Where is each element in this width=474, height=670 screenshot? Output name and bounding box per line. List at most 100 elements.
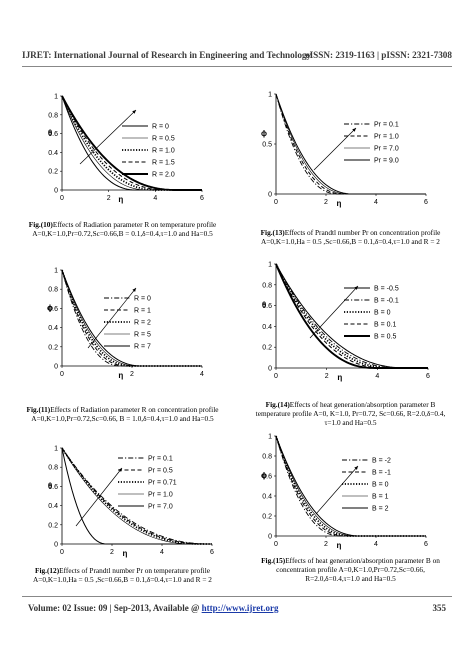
- fig12-y-tick-label: 1: [54, 446, 58, 453]
- fig10-x-tick-label: 6: [200, 195, 204, 202]
- fig11-x-axis-label: η: [118, 371, 123, 380]
- figure-10-panel: 0 0.2 0.4 0.6 0.8 1 0 2 4 6 η θ R = 0 R = 0.5 R = 1.0 R…: [18, 88, 218, 214]
- fig14-legend-label: B = -0.5: [374, 286, 399, 293]
- fig11-legend-label: R = 5: [134, 332, 151, 339]
- fig11-y-tick-label: 1: [54, 268, 58, 275]
- fig13-x-tick-label: 2: [324, 199, 328, 206]
- fig11-y-tick-label: 0.2: [48, 344, 58, 351]
- fig14-series-line: [275, 263, 428, 369]
- fig15-y-axis-label: ϕ: [261, 471, 267, 480]
- fig14-y-tick-label: 0.8: [262, 282, 272, 289]
- fig11-series-line: [61, 269, 202, 367]
- fig14-x-tick-label: 4: [375, 373, 379, 380]
- fig12-legend-label: Pr = 0.5: [148, 468, 173, 475]
- figure-10-caption: Fig.(10)Effects of Radiation parameter R…: [20, 220, 225, 238]
- fig11-trend-arrow: [87, 287, 137, 349]
- figure-10-caption-text: Effects of Radiation parameter R on temp…: [32, 220, 217, 239]
- figure-11-caption: Fig.(11)Effects of Radiation parameter R…: [20, 405, 225, 423]
- fig15-legend-label: B = -2: [372, 458, 391, 465]
- fig12-arrow-head: [118, 468, 122, 472]
- fig12-legend-label: Pr = 1.0: [148, 492, 173, 499]
- fig10-legend-label: R = 0: [152, 124, 169, 131]
- figure-11-panel: 0 0.2 0.4 0.6 0.8 1 0 2 4 η ϕ R = 0 R = 1 R = 2 R = 5 R…: [18, 262, 218, 392]
- fig14-legend-label: B = -0.1: [374, 298, 399, 305]
- figure-13-chart: 0 0.5 1 0 2 4 6 η ϕ Pr = 0.1 Pr = 1.0 Pr = 7.0 Pr = …: [261, 92, 428, 209]
- fig10-x-tick-label: 4: [153, 195, 157, 202]
- fig10-y-tick-label: 0.2: [48, 169, 58, 176]
- fig12-x-tick-label: 0: [60, 549, 64, 556]
- fig12-legend-label: Pr = 7.0: [148, 504, 173, 511]
- fig14-series-line: [275, 263, 428, 369]
- footer-journal-link[interactable]: http://www.ijret.org: [201, 603, 279, 613]
- fig13-x-tick-label: 6: [424, 199, 428, 206]
- fig12-series-line: [61, 447, 212, 545]
- fig11-y-tick-label: 0: [54, 364, 58, 371]
- figure-13-caption-text: Effects of Prandtl number Pr on concentr…: [261, 228, 441, 247]
- fig12-x-tick-label: 2: [110, 549, 114, 556]
- fig10-y-axis-label: θ: [48, 128, 52, 137]
- fig15-arrow-head: [354, 466, 358, 470]
- fig15-y-tick-label: 0.8: [262, 454, 272, 461]
- fig10-y-tick-label: 1: [54, 94, 58, 101]
- figure-13-label: Fig.(13): [260, 228, 285, 237]
- fig12-x-tick-label: 6: [210, 549, 214, 556]
- page-number: 355: [432, 603, 447, 613]
- fig15-y-tick-label: 0: [268, 534, 272, 541]
- fig11-legend-label: R = 7: [134, 344, 151, 351]
- figure-10-chart: 0 0.2 0.4 0.6 0.8 1 0 2 4 6 η θ R = 0 R = 0.5 R = 1.0 R…: [48, 94, 204, 205]
- fig10-legend-label: R = 1.5: [152, 160, 175, 167]
- fig11-legend-label: R = 0: [134, 296, 151, 303]
- fig14-y-tick-label: 0.4: [262, 324, 272, 331]
- fig13-legend-label: Pr = 7.0: [374, 146, 399, 153]
- fig10-trend-arrow: [79, 109, 137, 165]
- journal-title: IJRET: International Journal of Research…: [22, 50, 312, 60]
- figure-15-label: Fig.(15): [261, 556, 286, 565]
- fig11-x-tick-label: 0: [60, 371, 64, 378]
- fig14-y-tick-label: 1: [268, 262, 272, 269]
- fig11-legend-label: R = 2: [134, 320, 151, 327]
- fig14-y-tick-label: 0.2: [262, 345, 272, 352]
- fig10-y-tick-label: 0: [54, 188, 58, 195]
- fig12-series-line: [61, 447, 213, 545]
- fig11-y-tick-label: 0.6: [48, 306, 58, 313]
- fig15-series-line: [275, 435, 426, 537]
- fig13-y-axis-label: ϕ: [261, 129, 267, 138]
- fig14-arrow-head: [354, 286, 358, 290]
- fig12-legend-label: Pr = 0.1: [148, 456, 173, 463]
- figure-12-caption-text: Effects of Prandtl number Pr on temperat…: [33, 566, 212, 585]
- figure-15-chart: 0 0.2 0.4 0.6 0.8 1 0 2 4 6 η ϕ B = -2 B = -1 B = 0 B =…: [261, 434, 428, 551]
- fig12-series-line: [61, 447, 212, 545]
- fig10-y-tick-label: 0.4: [48, 150, 58, 157]
- fig14-series-line: [275, 263, 428, 369]
- figure-14-chart: 0 0.2 0.4 0.6 0.8 1 0 2 4 6 η θ B = -0.5 B = -0.1 B = …: [262, 262, 430, 383]
- figure-12-chart: 0 0.2 0.4 0.6 0.8 1 0 2 4 6 η θ Pr = 0.1 Pr = 0.5 Pr =…: [48, 446, 214, 559]
- fig15-legend-label: B = -1: [372, 470, 391, 477]
- fig14-series-line: [275, 263, 428, 369]
- fig11-x-tick-label: 2: [130, 371, 134, 378]
- figure-12-caption: Fig.(12)Effects of Prandtl number Pr on …: [20, 566, 225, 584]
- fig10-x-tick-label: 2: [107, 195, 111, 202]
- figure-13-panel: 0 0.5 1 0 2 4 6 η ϕ Pr = 0.1 Pr = 1.0 Pr = 7.0 Pr = …: [250, 88, 450, 214]
- fig15-x-tick-label: 4: [374, 541, 378, 548]
- fig10-series-line: [61, 95, 202, 191]
- fig15-legend-label: B = 0: [372, 482, 389, 489]
- fig12-y-tick-label: 0.2: [48, 522, 58, 529]
- fig12-x-axis-label: η: [123, 549, 128, 558]
- issn-text: eISSN: 2319-1163 | pISSN: 2321-7308: [305, 50, 453, 60]
- figure-11-chart: 0 0.2 0.4 0.6 0.8 1 0 2 4 η ϕ R = 0 R = 1 R = 2 R = 5 R…: [47, 268, 204, 381]
- fig13-legend-label: Pr = 9.0: [374, 158, 399, 165]
- fig15-x-tick-label: 6: [424, 541, 428, 548]
- fig13-arrow-head: [352, 128, 356, 132]
- fig12-y-axis-label: θ: [48, 481, 52, 490]
- fig15-x-tick-label: 2: [324, 541, 328, 548]
- fig13-y-tick-label: 0.5: [262, 142, 272, 149]
- fig11-y-tick-label: 0.4: [48, 325, 58, 332]
- fig12-x-tick-label: 4: [160, 549, 164, 556]
- figure-11-caption-text: Effects of Radiation parameter R on conc…: [31, 405, 219, 424]
- fig11-y-axis-label: ϕ: [47, 303, 53, 312]
- fig14-y-tick-label: 0.6: [262, 303, 272, 310]
- journal-header: IJRET: International Journal of Research…: [22, 50, 452, 60]
- fig15-legend-label: B = 2: [372, 506, 389, 513]
- fig13-y-tick-label: 0: [268, 192, 272, 199]
- figure-14-caption: Fig.(14)Effects of heat generation/absor…: [248, 400, 453, 428]
